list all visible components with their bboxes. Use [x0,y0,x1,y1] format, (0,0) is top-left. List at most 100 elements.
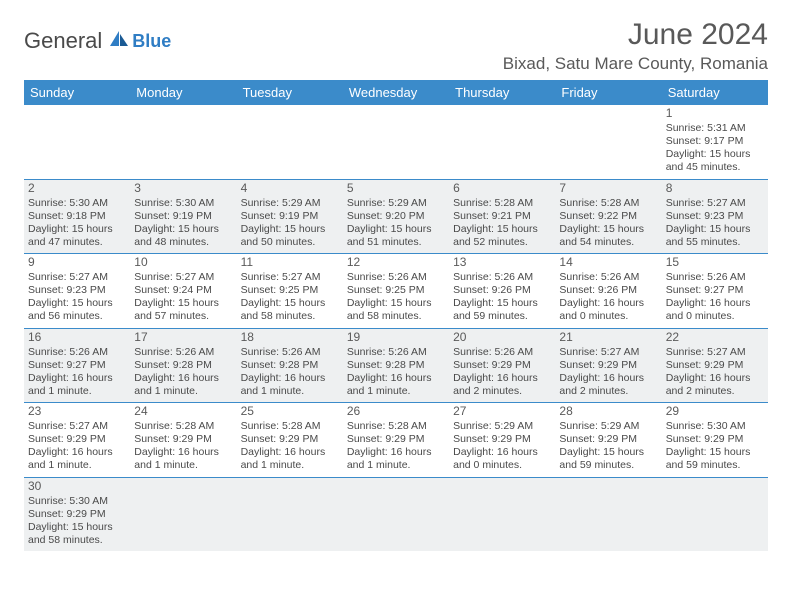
sunset-text: Sunset: 9:29 PM [28,508,126,521]
calendar-day-cell [662,477,768,551]
daylight-text: Daylight: 16 hours and 2 minutes. [559,372,657,398]
sunrise-text: Sunrise: 5:26 AM [347,346,445,359]
day-number: 6 [453,181,551,196]
calendar-day-cell: 30Sunrise: 5:30 AMSunset: 9:29 PMDayligh… [24,477,130,551]
calendar-day-cell [130,105,236,179]
sunset-text: Sunset: 9:29 PM [453,433,551,446]
day-number: 29 [666,404,764,419]
calendar-day-cell: 17Sunrise: 5:26 AMSunset: 9:28 PMDayligh… [130,328,236,403]
sunset-text: Sunset: 9:25 PM [347,284,445,297]
calendar-day-cell: 28Sunrise: 5:29 AMSunset: 9:29 PMDayligh… [555,403,661,478]
day-header: Friday [555,80,661,105]
sunrise-text: Sunrise: 5:30 AM [666,420,764,433]
sunset-text: Sunset: 9:29 PM [559,433,657,446]
daylight-text: Daylight: 16 hours and 0 minutes. [559,297,657,323]
calendar-day-cell: 20Sunrise: 5:26 AMSunset: 9:29 PMDayligh… [449,328,555,403]
day-number: 3 [134,181,232,196]
sunrise-text: Sunrise: 5:30 AM [28,197,126,210]
sunset-text: Sunset: 9:25 PM [241,284,339,297]
daylight-text: Daylight: 15 hours and 58 minutes. [347,297,445,323]
day-number: 26 [347,404,445,419]
day-number: 18 [241,330,339,345]
daylight-text: Daylight: 15 hours and 59 minutes. [666,446,764,472]
day-header: Thursday [449,80,555,105]
sunrise-text: Sunrise: 5:29 AM [559,420,657,433]
calendar-table: Sunday Monday Tuesday Wednesday Thursday… [24,80,768,551]
daylight-text: Daylight: 15 hours and 50 minutes. [241,223,339,249]
sunset-text: Sunset: 9:27 PM [666,284,764,297]
daylight-text: Daylight: 16 hours and 1 minute. [134,372,232,398]
sunrise-text: Sunrise: 5:30 AM [134,197,232,210]
sunset-text: Sunset: 9:29 PM [241,433,339,446]
calendar-day-cell [237,477,343,551]
sunrise-text: Sunrise: 5:26 AM [347,271,445,284]
sunrise-text: Sunrise: 5:26 AM [666,271,764,284]
calendar-day-cell: 7Sunrise: 5:28 AMSunset: 9:22 PMDaylight… [555,179,661,254]
calendar-day-cell [555,105,661,179]
day-number: 22 [666,330,764,345]
daylight-text: Daylight: 16 hours and 0 minutes. [666,297,764,323]
calendar-day-cell: 6Sunrise: 5:28 AMSunset: 9:21 PMDaylight… [449,179,555,254]
calendar-day-cell: 22Sunrise: 5:27 AMSunset: 9:29 PMDayligh… [662,328,768,403]
day-number: 19 [347,330,445,345]
sunrise-text: Sunrise: 5:28 AM [134,420,232,433]
calendar-day-cell: 19Sunrise: 5:26 AMSunset: 9:28 PMDayligh… [343,328,449,403]
sunrise-text: Sunrise: 5:27 AM [666,197,764,210]
calendar-day-cell: 11Sunrise: 5:27 AMSunset: 9:25 PMDayligh… [237,254,343,329]
logo: General Blue [24,18,171,54]
daylight-text: Daylight: 16 hours and 1 minute. [28,446,126,472]
calendar-day-cell [24,105,130,179]
day-number: 15 [666,255,764,270]
day-header-row: Sunday Monday Tuesday Wednesday Thursday… [24,80,768,105]
sunset-text: Sunset: 9:29 PM [666,433,764,446]
day-number: 17 [134,330,232,345]
sunrise-text: Sunrise: 5:26 AM [453,271,551,284]
sunrise-text: Sunrise: 5:29 AM [347,197,445,210]
sunrise-text: Sunrise: 5:29 AM [453,420,551,433]
location: Bixad, Satu Mare County, Romania [503,54,768,74]
calendar-day-cell [449,477,555,551]
sunset-text: Sunset: 9:29 PM [134,433,232,446]
daylight-text: Daylight: 15 hours and 51 minutes. [347,223,445,249]
calendar-day-cell [343,477,449,551]
header: General Blue June 2024 Bixad, Satu Mare … [24,18,768,74]
daylight-text: Daylight: 15 hours and 52 minutes. [453,223,551,249]
sunset-text: Sunset: 9:28 PM [347,359,445,372]
daylight-text: Daylight: 16 hours and 2 minutes. [453,372,551,398]
calendar-page: General Blue June 2024 Bixad, Satu Mare … [0,0,792,569]
calendar-day-cell [555,477,661,551]
daylight-text: Daylight: 15 hours and 58 minutes. [28,521,126,547]
sunrise-text: Sunrise: 5:28 AM [241,420,339,433]
calendar-day-cell [130,477,236,551]
calendar-day-cell: 9Sunrise: 5:27 AMSunset: 9:23 PMDaylight… [24,254,130,329]
daylight-text: Daylight: 16 hours and 1 minute. [241,372,339,398]
sunset-text: Sunset: 9:24 PM [134,284,232,297]
calendar-day-cell: 12Sunrise: 5:26 AMSunset: 9:25 PMDayligh… [343,254,449,329]
sunrise-text: Sunrise: 5:27 AM [28,420,126,433]
sunrise-text: Sunrise: 5:26 AM [559,271,657,284]
sunrise-text: Sunrise: 5:29 AM [241,197,339,210]
calendar-day-cell: 4Sunrise: 5:29 AMSunset: 9:19 PMDaylight… [237,179,343,254]
sunrise-text: Sunrise: 5:26 AM [28,346,126,359]
day-number: 25 [241,404,339,419]
calendar-day-cell: 2Sunrise: 5:30 AMSunset: 9:18 PMDaylight… [24,179,130,254]
sunset-text: Sunset: 9:19 PM [241,210,339,223]
day-number: 8 [666,181,764,196]
sunrise-text: Sunrise: 5:27 AM [666,346,764,359]
sunrise-text: Sunrise: 5:27 AM [241,271,339,284]
day-number: 7 [559,181,657,196]
day-number: 12 [347,255,445,270]
day-number: 20 [453,330,551,345]
sunset-text: Sunset: 9:29 PM [666,359,764,372]
day-number: 11 [241,255,339,270]
day-number: 30 [28,479,126,494]
daylight-text: Daylight: 15 hours and 59 minutes. [453,297,551,323]
sunset-text: Sunset: 9:21 PM [453,210,551,223]
daylight-text: Daylight: 16 hours and 0 minutes. [453,446,551,472]
daylight-text: Daylight: 16 hours and 2 minutes. [666,372,764,398]
daylight-text: Daylight: 16 hours and 1 minute. [134,446,232,472]
sunset-text: Sunset: 9:23 PM [28,284,126,297]
calendar-week-row: 30Sunrise: 5:30 AMSunset: 9:29 PMDayligh… [24,477,768,551]
day-number: 10 [134,255,232,270]
day-header: Tuesday [237,80,343,105]
